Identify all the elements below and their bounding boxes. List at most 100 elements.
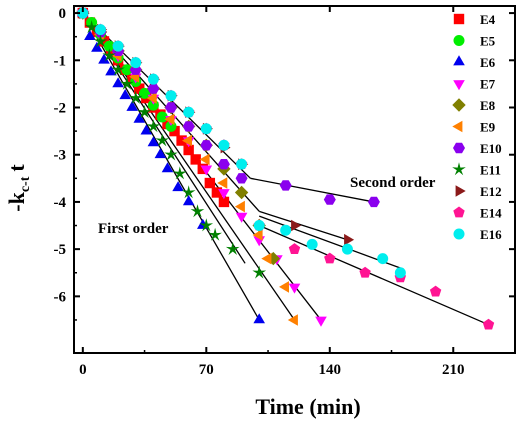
- data-point: [252, 265, 267, 279]
- data-point: [253, 220, 265, 232]
- y-tick-label: -5: [54, 242, 67, 258]
- data-point: [147, 136, 160, 147]
- data-point: [147, 73, 159, 85]
- data-point: [137, 105, 152, 118]
- data-point: [181, 185, 196, 199]
- x-tick-label: 140: [319, 362, 342, 378]
- data-point: [183, 106, 195, 118]
- legend-label: E16: [480, 227, 502, 242]
- data-point: [235, 212, 248, 223]
- data-point: [287, 314, 298, 326]
- fit-line: [259, 210, 348, 241]
- data-point: [111, 62, 125, 76]
- legend-marker: [452, 120, 463, 133]
- y-tick-label: 0: [59, 6, 67, 22]
- fit-line: [250, 177, 375, 203]
- legend-label: E11: [480, 163, 501, 178]
- x-tick-label: 210: [442, 362, 465, 378]
- data-point: [315, 316, 327, 327]
- data-point: [183, 144, 194, 156]
- legend-marker: [453, 13, 465, 25]
- data-point: [204, 177, 216, 189]
- data-point: [218, 196, 230, 208]
- data-point: [291, 219, 302, 232]
- y-tick-label: -4: [54, 195, 67, 211]
- fit-line: [258, 215, 401, 269]
- data-point: [146, 92, 157, 104]
- annotation-first-order: First order: [98, 221, 169, 237]
- data-point: [176, 135, 187, 146]
- data-point: [208, 227, 222, 241]
- data-point: [98, 36, 110, 47]
- data-point: [98, 53, 110, 64]
- data-point: [173, 166, 187, 180]
- data-point: [182, 195, 195, 206]
- data-point: [279, 180, 292, 191]
- data-point: [164, 147, 178, 161]
- data-point: [253, 313, 265, 324]
- x-axis-title: Time (min): [255, 394, 360, 419]
- series-e11: [76, 5, 267, 279]
- data-point: [200, 165, 213, 176]
- data-point: [288, 283, 301, 294]
- data-point: [234, 185, 249, 200]
- data-point: [155, 133, 169, 147]
- data-point: [235, 173, 248, 184]
- axes: 0 70 140 210 0 -1 -2 -3 -4 -5 -6: [54, 6, 515, 378]
- data-point: [172, 181, 184, 192]
- data-point: [165, 90, 177, 102]
- data-point: [105, 65, 117, 76]
- data-point: [200, 140, 213, 151]
- fit-lines: [82, 12, 489, 326]
- data-point: [128, 90, 143, 104]
- data-point: [218, 139, 230, 151]
- data-point: [120, 76, 134, 90]
- data-point: [341, 243, 353, 255]
- data-point: [161, 162, 174, 173]
- data-point: [261, 252, 272, 265]
- data-point: [367, 196, 380, 208]
- data-point: [306, 238, 318, 250]
- y-axis-title-main: -k: [4, 191, 29, 211]
- legend-label: E7: [480, 77, 496, 92]
- series-e16: [77, 7, 406, 279]
- data-point: [279, 281, 289, 293]
- y-axis-title-tail: t: [4, 164, 29, 172]
- legend-label: E6: [480, 55, 496, 70]
- data-point: [394, 267, 406, 279]
- y-tick-label: -2: [54, 101, 67, 117]
- legend-marker: [453, 142, 465, 154]
- data-point: [234, 200, 245, 213]
- data-point: [359, 266, 371, 278]
- data-point: [225, 241, 240, 255]
- legend-marker: [453, 80, 465, 91]
- data-point: [190, 204, 205, 218]
- legend-label: E5: [480, 34, 496, 49]
- y-tick-label: -6: [54, 289, 67, 305]
- data-point: [199, 218, 214, 232]
- series-e14: [77, 7, 495, 330]
- data-point: [200, 123, 212, 135]
- legend-label: E8: [480, 98, 496, 113]
- data-point: [165, 102, 177, 113]
- legend-marker: [453, 55, 465, 66]
- fit-line: [82, 12, 260, 321]
- data-point: [182, 134, 192, 147]
- plot-border: [73, 5, 516, 354]
- data-point: [429, 285, 442, 297]
- data-point: [154, 148, 167, 159]
- legend-label: E4: [480, 12, 496, 27]
- data-point: [190, 154, 201, 165]
- data-point: [84, 20, 99, 34]
- data-point: [218, 189, 230, 200]
- legend-marker: [452, 98, 466, 112]
- data-point: [323, 194, 336, 205]
- data-point: [91, 41, 103, 52]
- x-tick-label: 70: [199, 362, 214, 378]
- legend-label: E12: [480, 184, 502, 199]
- legend-label: E10: [480, 141, 502, 156]
- data-point: [182, 121, 195, 132]
- y-tick-label: -1: [54, 53, 67, 69]
- data-point: [112, 77, 124, 88]
